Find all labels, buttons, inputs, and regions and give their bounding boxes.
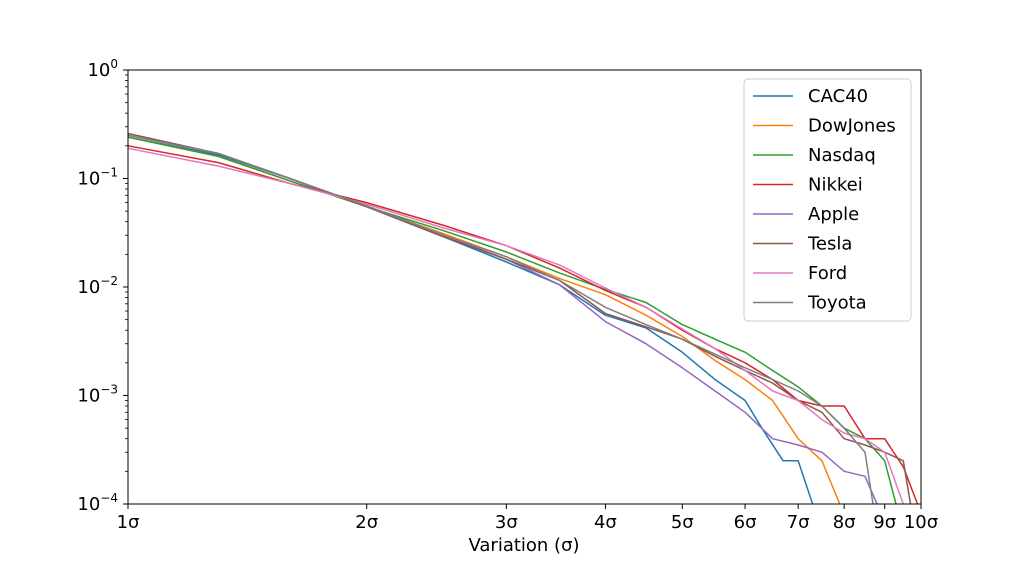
series-line-toyota (127, 134, 874, 505)
legend-label-dowjones: DowJones (808, 116, 896, 137)
x-tick-label: 5σ (671, 512, 694, 533)
legend-frame (743, 78, 912, 322)
x-tick-label: 4σ (594, 512, 617, 533)
x-tick-label: 8σ (833, 512, 856, 533)
y-tick-label: 100 (87, 57, 118, 81)
legend: CAC40 DowJones Nasdaq Nikkei Apple Tesla Ford T… (743, 78, 912, 322)
y-tick-label: 10−4 (77, 491, 118, 515)
x-tick-label: 2σ (355, 512, 378, 533)
legend-label-apple: Apple (808, 204, 859, 225)
series-line-ford (127, 147, 905, 505)
x-tick-label: 10σ (904, 512, 938, 533)
series-line-dowjones (127, 136, 841, 505)
y-tick-label: 10−2 (77, 274, 118, 298)
y-tick-label: 10−3 (77, 383, 118, 407)
y-axis: 10−4 10−3 10−2 10−1 100 (77, 57, 128, 515)
x-tick-label: 9σ (873, 512, 896, 533)
series-line-cac40 (127, 136, 814, 505)
series-line-tesla (127, 132, 912, 505)
y-tick-label: 10−1 (77, 166, 118, 190)
legend-label-toyota: Toyota (807, 293, 867, 314)
x-tick-label: 3σ (495, 512, 518, 533)
x-axis: 1σ 2σ 3σ 4σ 5σ 6σ 7σ 8σ 9σ 10σ (117, 504, 938, 533)
x-tick-label: 6σ (734, 512, 757, 533)
legend-label-cac40: CAC40 (808, 86, 868, 107)
legend-label-nasdaq: Nasdaq (808, 145, 876, 166)
x-axis-label: Variation (σ) (468, 535, 579, 556)
x-tick-label: 1σ (117, 512, 140, 533)
legend-label-ford: Ford (808, 263, 847, 284)
series-lines (127, 132, 919, 505)
legend-label-nikkei: Nikkei (808, 175, 863, 196)
x-tick-label: 7σ (787, 512, 810, 533)
legend-label-tesla: Tesla (807, 234, 852, 255)
